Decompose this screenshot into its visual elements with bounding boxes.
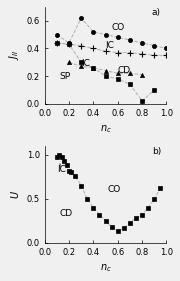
Y-axis label: $J_{II}$: $J_{II}$ bbox=[7, 50, 21, 60]
X-axis label: $n_c$: $n_c$ bbox=[100, 123, 111, 135]
Text: a): a) bbox=[152, 8, 161, 17]
Y-axis label: $U$: $U$ bbox=[9, 190, 21, 199]
Text: IC: IC bbox=[57, 166, 66, 175]
Text: IC: IC bbox=[105, 41, 114, 50]
Text: SP: SP bbox=[59, 72, 70, 81]
Text: IC: IC bbox=[81, 59, 90, 68]
X-axis label: $n_c$: $n_c$ bbox=[100, 262, 111, 274]
Text: b): b) bbox=[152, 147, 161, 156]
Text: CO: CO bbox=[108, 185, 121, 194]
Text: CD: CD bbox=[118, 66, 131, 75]
Text: CD: CD bbox=[59, 209, 72, 218]
Text: CO: CO bbox=[112, 23, 125, 32]
